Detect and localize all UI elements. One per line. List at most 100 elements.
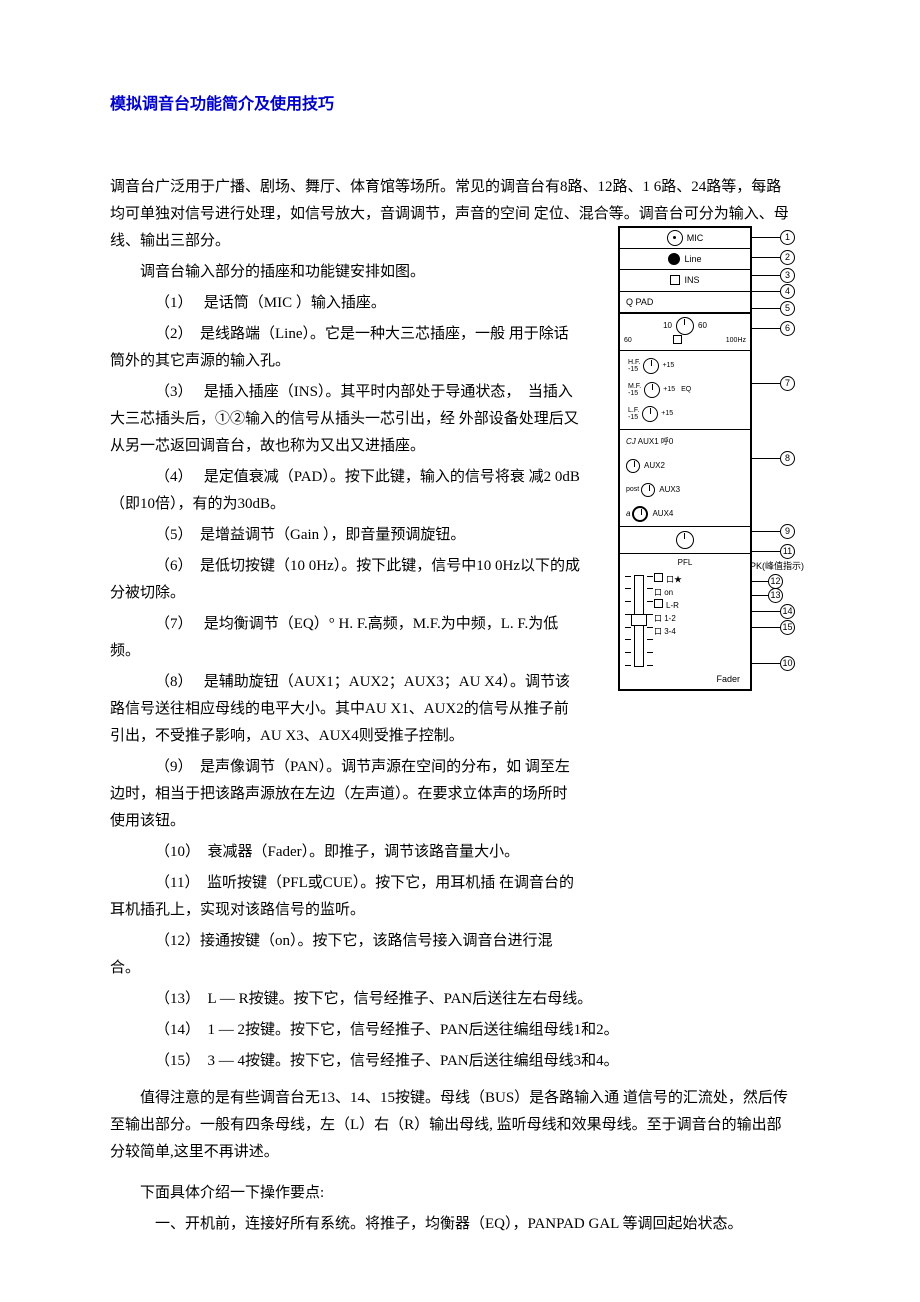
eq-lf: L.F. -15 +15 — [624, 402, 746, 426]
aux3-label: AUX3 — [659, 483, 680, 497]
item-7: （7） 是均衡调节（EQ）° H. F.高频，M.F.为中频，L. F.为低频。 — [110, 611, 580, 665]
diag-row-pan — [620, 527, 750, 554]
aux4-knob-icon — [632, 506, 648, 522]
eq-mf-name: M.F. — [628, 383, 641, 390]
diagram-box: MIC Line INS Q PAD — [618, 226, 752, 691]
diag-row-line: Line — [620, 249, 750, 270]
gain-right: 60 — [698, 319, 707, 333]
ins-label: INS — [684, 272, 699, 288]
diag-row-gain: 10 60 60 100Hz — [620, 313, 750, 352]
line-label: Line — [684, 251, 701, 267]
item-11: （11） 监听按键（PFL或CUE）。按下它，用耳机插 在调音台的耳机插孔上，实… — [110, 870, 580, 924]
item-4: （4） 是定值衰减（PAD）。按下此键，输入的信号将衰 减2 0dB（即10倍）… — [110, 464, 580, 518]
eq-label: EQ — [681, 384, 691, 397]
aux2-row: AUX2 — [620, 454, 750, 478]
eq-hf-hi: +15 — [662, 360, 674, 373]
callout-4: 4 — [750, 284, 795, 299]
aux4-pre: a — [626, 507, 630, 521]
content-area: 调音台广泛用于广播、剧场、舞厅、体育馆等场所。常见的调音台有8路、12路、1 6… — [110, 174, 810, 1238]
item-2: （2） 是线路端（Line）。它是一种大三芯插座，一般 用于除话筒外的其它声源的… — [110, 321, 580, 375]
callout-5: 5 — [750, 301, 795, 316]
item-5: （5） 是增益调节（Gain ），即音量预调旋钮。 — [110, 522, 580, 549]
mic-label: MIC — [687, 230, 704, 246]
callout-7: 7 — [750, 376, 795, 391]
eq-lf-name: L.F. — [628, 407, 639, 414]
callout-9: 9 — [750, 524, 795, 539]
aux4-label: AUX4 — [652, 507, 673, 521]
eq-hf-knob-icon — [643, 358, 659, 374]
aux1-pre: CJ — [626, 435, 636, 449]
callout-3: 3 — [750, 268, 795, 283]
callout-8: 8 — [750, 451, 795, 466]
aux2-knob-icon — [626, 459, 640, 473]
pad-label: Q PAD — [626, 294, 653, 310]
gain-left: 10 — [663, 319, 672, 333]
eq-lf-hi: +15 — [661, 408, 673, 421]
diag-row-mic: MIC — [620, 228, 750, 249]
item-15: （15） 3 — 4按键。按下它，信号经推子、PAN后送往编组母线3和4。 — [110, 1048, 790, 1075]
eq-mf: M.F. -15 +15 EQ — [624, 378, 746, 402]
btn-lr: L-R — [654, 599, 746, 613]
ops-1: 一、开机前，连接好所有系统。将推子，均衡器（EQ），PANPAD GAL 等调回… — [110, 1211, 790, 1238]
fader-track — [634, 575, 644, 667]
diag-buttons-fader: PFL 口★ 口 on L-R — [620, 554, 750, 689]
aux3-pre: post — [626, 484, 639, 497]
channel-strip-diagram: MIC Line INS Q PAD — [618, 226, 810, 691]
eq-mf-knob-icon — [644, 382, 660, 398]
item-8: （8） 是辅助旋钮（AUX1；AUX2；AUX3；AU X4）。调节该路信号送往… — [110, 669, 580, 750]
diag-aux-group: CJ AUX1 呼0 AUX2 post AUX3 a — [620, 430, 750, 527]
eq-lf-knob-icon — [642, 406, 658, 422]
item-1: （1） 是话筒（MIC ）输入插座。 — [110, 290, 580, 317]
callout-14: 14 — [750, 604, 795, 619]
ops-lead: 下面具体介绍一下操作要点: — [110, 1180, 790, 1207]
btn-pk: 口★ — [654, 573, 746, 587]
item-3: （3） 是插入插座（INS）。其平时内部处于导通状态， 当插入大三芯插头后，①②… — [110, 379, 580, 460]
btn-12: 口 1-2 — [654, 613, 746, 626]
eq-hf-lo: -15 — [628, 366, 640, 373]
diag-row-ins: INS — [620, 270, 750, 291]
callout-1: 1 — [750, 230, 795, 245]
document-page: 模拟调音台功能简介及使用技巧 调音台广泛用于广播、剧场、舞厅、体育馆等场所。常见… — [0, 0, 920, 1302]
item-14: （14） 1 — 2按键。按下它，信号经推子、PAN后送往编组母线1和2。 — [110, 1017, 790, 1044]
callout-13: 13 — [750, 588, 783, 603]
aux1-label: AUX1 呼0 — [638, 435, 674, 449]
aux3-row: post AUX3 — [620, 478, 750, 502]
fader-knob-icon — [631, 614, 647, 626]
callout-pk: PK(峰值指示) — [750, 558, 804, 574]
gain-knob-icon — [676, 317, 694, 335]
page-title: 模拟调音台功能简介及使用技巧 — [110, 90, 810, 114]
eq-mf-hi: +15 — [663, 384, 675, 397]
item-10: （10） 衰减器（Fader）。即推子，调节该路音量大小。 — [110, 839, 580, 866]
eq-lf-lo: -15 — [628, 414, 639, 421]
aux3-knob-icon — [641, 483, 655, 497]
eq-mf-lo: -15 — [628, 390, 641, 397]
callout-11: 11 — [750, 544, 795, 559]
gain-sub-right: 100Hz — [726, 335, 746, 348]
aux2-label: AUX2 — [644, 459, 665, 473]
callout-15: 15 — [750, 620, 795, 635]
item-6: （6） 是低切按键（10 0Hz）。按下此键，信号中10 0Hz以下的成分被切除… — [110, 553, 580, 607]
diag-row-eq: H.F. -15 +15 M.F. -15 +15 EQ — [620, 351, 750, 430]
aux4-row: a AUX4 — [620, 502, 750, 526]
btn-34: 口 3-4 — [654, 626, 746, 639]
fader-label: Fader — [624, 671, 746, 687]
item-12: （12）接通按键（on）。按下它，该路信号接入调音台进行混合。 — [110, 928, 580, 982]
callout-10: 10 — [750, 656, 795, 671]
callout-6: 6 — [750, 321, 795, 336]
gain-sub-left: 60 — [624, 335, 632, 348]
pfl-label: PFL — [624, 556, 746, 570]
ins-jack-icon — [670, 275, 680, 285]
btn-on: 口 on — [654, 587, 746, 600]
aux1-row: CJ AUX1 呼0 — [620, 430, 750, 454]
eq-hf: H.F. -15 +15 — [624, 354, 746, 378]
item-13: （13） L — R按键。按下它，信号经推子、PAN后送往左右母线。 — [110, 986, 790, 1013]
pan-knob-icon — [676, 531, 694, 549]
item-9: （9） 是声像调节（PAN）。调节声源在空间的分布，如 调至左边时，相当于把该路… — [110, 754, 580, 835]
note-paragraph: 值得注意的是有些调音台无13、14、15按键。母线（BUS）是各路输入通 道信号… — [110, 1085, 790, 1166]
line-jack-icon — [668, 253, 680, 265]
lowcut-button-icon — [673, 335, 682, 344]
callout-2: 2 — [750, 250, 795, 265]
eq-hf-name: H.F. — [628, 359, 640, 366]
diag-row-pad: Q PAD — [620, 292, 750, 313]
mic-jack-icon — [667, 230, 683, 246]
